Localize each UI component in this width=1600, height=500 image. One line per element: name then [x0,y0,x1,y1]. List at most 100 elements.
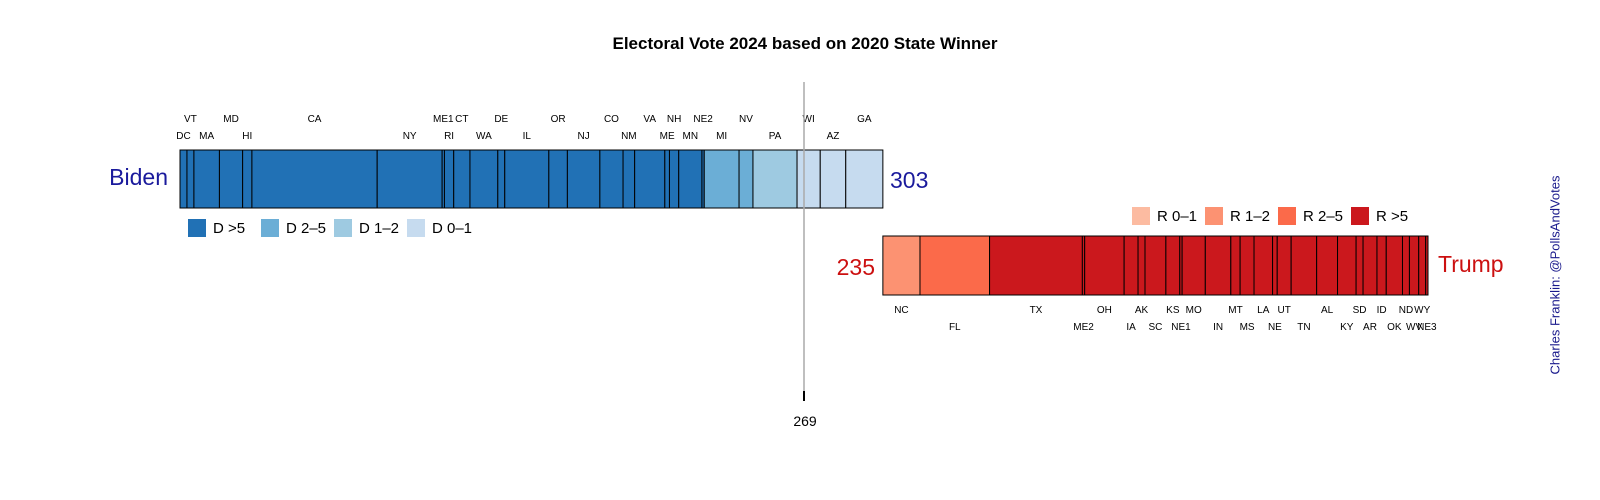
biden-label-de: DE [494,114,508,125]
trump-label-ne3: NE3 [1417,322,1437,333]
trump-label-wy: WY [1414,305,1430,316]
biden-bar-mn [678,149,703,209]
trump-label-nd: ND [1399,305,1413,316]
trump-legend-swatch-r-0-1 [1132,207,1150,225]
threshold-label: 269 [793,413,817,429]
biden-label-nv: NV [739,114,753,125]
biden-bar-ca [251,149,378,209]
trump-bar-tn [1290,235,1318,296]
biden-label-me1: ME1 [433,114,454,125]
trump-label-me2: ME2 [1073,322,1094,333]
biden-bar-wa [469,149,499,209]
biden-label-ca: CA [308,114,322,125]
biden-label-ct: CT [455,114,468,125]
biden-label-wi: WI [803,114,815,125]
biden-bar-ct [453,149,471,209]
trump-label-ks: KS [1166,305,1180,316]
biden-bar-me [664,149,670,209]
trump-bar-wv [1408,235,1420,296]
biden-label-co: CO [604,114,619,125]
biden-label-or: OR [551,114,566,125]
biden-label-vt: VT [184,114,197,125]
trump-bar-ne [1272,235,1278,296]
trump-label-wv: WV [1406,322,1422,333]
biden-label-va: VA [643,114,656,125]
biden-bar-mi [703,149,740,209]
trump-bar-ut [1276,235,1292,296]
biden-label-ma: MA [199,131,214,142]
trump-label-al: AL [1321,305,1334,316]
biden-bar-hi [242,149,253,209]
trump-label-ky: KY [1340,322,1354,333]
biden-legend-label-d-1-2: D 1–2 [359,220,399,237]
biden-label-pa: PA [769,131,782,142]
biden-label-md: MD [223,114,239,125]
biden-label-il: IL [523,131,532,142]
biden-bar-nv [738,149,754,209]
trump-label-mt: MT [1228,305,1242,316]
biden-label-wa: WA [476,131,492,142]
biden-label-mn: MN [683,131,699,142]
trump-label-ne: NE [1268,322,1282,333]
trump-bar-sc [1144,235,1167,296]
trump-legend-label-r-1-2: R 1–2 [1230,208,1270,225]
trump-legend-swatch-r-1-2 [1205,207,1223,225]
biden-bar-co [599,149,624,209]
trump-bar-mo [1181,235,1206,296]
trump-label-fl: FL [949,322,961,333]
trump-label-ia: IA [1126,322,1136,333]
trump-bar-ms [1239,235,1255,296]
biden-total: 303 [890,167,928,193]
biden-legend-swatch-d-1-2 [334,219,352,237]
trump-label-nc: NC [894,305,908,316]
trump-bar-in [1204,235,1232,296]
trump-bar-fl [919,235,991,296]
biden-legend-label-d-2-5: D 2–5 [286,220,326,237]
trump-label-ms: MS [1240,322,1255,333]
biden-bar-de [497,149,506,209]
trump-bar-ky [1337,235,1357,296]
chart-title: Electoral Vote 2024 based on 2020 State … [612,34,997,53]
biden-label-hi: HI [242,131,252,142]
trump-bar-mt [1230,235,1241,296]
biden-bar-ma [193,149,220,209]
biden-legend-swatch-d-2-5 [261,219,279,237]
trump-label-id: ID [1377,305,1387,316]
trump-label-sc: SC [1148,322,1162,333]
biden-bar-vt [186,149,195,209]
biden-bar-ri [443,149,455,209]
biden-bar-nh [668,149,680,209]
trump-label-tx: TX [1030,305,1043,316]
trump-bar-oh [1084,235,1125,296]
trump-label-ut: UT [1278,305,1291,316]
trump-legend-swatch-r-5 [1351,207,1369,225]
biden-label-nh: NH [667,114,681,125]
biden-bar-md [218,149,244,209]
biden-bar-pa [752,149,798,209]
biden-label-me: ME [660,131,675,142]
trump-bar-ne3 [1425,235,1429,296]
trump-label-ne1: NE1 [1171,322,1191,333]
biden-label-dc: DC [176,131,190,142]
trump-total: 235 [837,254,875,280]
biden-bar-wi [796,149,821,209]
biden-bar-dc [179,149,188,209]
trump-bar-tx [989,235,1083,296]
biden-bar-ny [376,149,443,209]
trump-bar-ar [1362,235,1378,296]
biden-label-nj: NJ [578,131,590,142]
trump-bar-al [1316,235,1339,296]
biden-bar-va [634,149,666,209]
trump-label-sd: SD [1353,305,1367,316]
biden-label-mi: MI [716,131,727,142]
trump-legend-label-r-5: R >5 [1376,208,1408,225]
trump-label-in: IN [1213,322,1223,333]
trump-bar-ok [1385,235,1403,296]
trump-bar-sd [1355,235,1364,296]
trump-label-mo: MO [1186,305,1202,316]
biden-bar-il [504,149,550,209]
trump-label-tn: TN [1297,322,1310,333]
trump-bar-nc [882,235,921,296]
biden-bar-nm [622,149,636,209]
